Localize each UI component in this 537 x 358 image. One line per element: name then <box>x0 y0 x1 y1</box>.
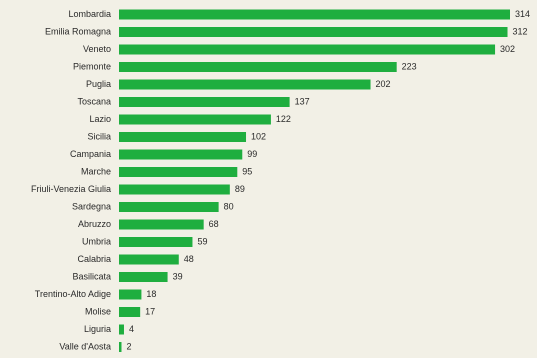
bar <box>119 97 290 107</box>
category-label: Piemonte <box>73 61 111 71</box>
bar <box>119 342 122 352</box>
value-label: 302 <box>500 44 515 54</box>
bar <box>119 167 238 177</box>
bar <box>119 79 371 90</box>
value-label: 137 <box>295 96 310 106</box>
value-label: 2 <box>126 341 131 351</box>
category-label: Marche <box>81 166 111 176</box>
bar <box>119 62 397 72</box>
category-label: Calabria <box>77 254 111 264</box>
value-label: 202 <box>376 79 391 89</box>
bar <box>119 272 168 282</box>
category-label: Valle d'Aosta <box>59 341 111 351</box>
category-label: Sardegna <box>72 201 111 211</box>
value-label: 95 <box>242 166 252 176</box>
value-label: 89 <box>235 184 245 194</box>
value-label: 314 <box>515 9 530 19</box>
category-label: Umbria <box>82 236 111 246</box>
category-label: Friuli-Venezia Giulia <box>31 184 111 194</box>
bar <box>119 9 510 20</box>
bar <box>119 219 204 230</box>
category-label: Abruzzo <box>78 219 111 229</box>
category-label: Veneto <box>83 44 111 54</box>
bar <box>119 132 247 142</box>
category-label: Lombardia <box>68 9 111 19</box>
category-label: Campania <box>70 149 111 159</box>
bar <box>119 44 496 55</box>
category-label: Basilicata <box>72 271 111 281</box>
bar <box>119 307 141 317</box>
value-label: 18 <box>146 289 156 299</box>
bar <box>119 184 230 195</box>
category-label: Puglia <box>86 79 111 89</box>
value-label: 99 <box>247 149 257 159</box>
category-label: Sicilia <box>87 131 111 141</box>
value-label: 312 <box>513 26 528 36</box>
category-label: Liguria <box>84 324 111 334</box>
bar <box>119 254 179 265</box>
bar <box>119 114 271 125</box>
value-label: 4 <box>129 324 134 334</box>
category-label: Molise <box>85 306 111 316</box>
value-label: 102 <box>251 131 266 141</box>
value-label: 48 <box>184 254 194 264</box>
bar <box>119 324 124 335</box>
bar <box>119 237 193 247</box>
value-label: 122 <box>276 114 291 124</box>
value-label: 223 <box>402 61 417 71</box>
value-label: 59 <box>197 236 207 246</box>
bar <box>119 202 219 212</box>
value-label: 68 <box>209 219 219 229</box>
value-label: 17 <box>145 306 155 316</box>
bars-group: Lombardia 314 Emilia Romagna 312 Veneto 302 Pi… <box>31 9 530 352</box>
category-label: Trentino-Alto Adige <box>35 289 111 299</box>
value-label: 80 <box>224 201 234 211</box>
category-label: Emilia Romagna <box>45 26 111 36</box>
category-label: Toscana <box>77 96 111 106</box>
bar <box>119 149 243 160</box>
bar <box>119 27 508 37</box>
value-label: 39 <box>173 271 183 281</box>
category-label: Lazio <box>89 114 111 124</box>
bar <box>119 289 142 300</box>
